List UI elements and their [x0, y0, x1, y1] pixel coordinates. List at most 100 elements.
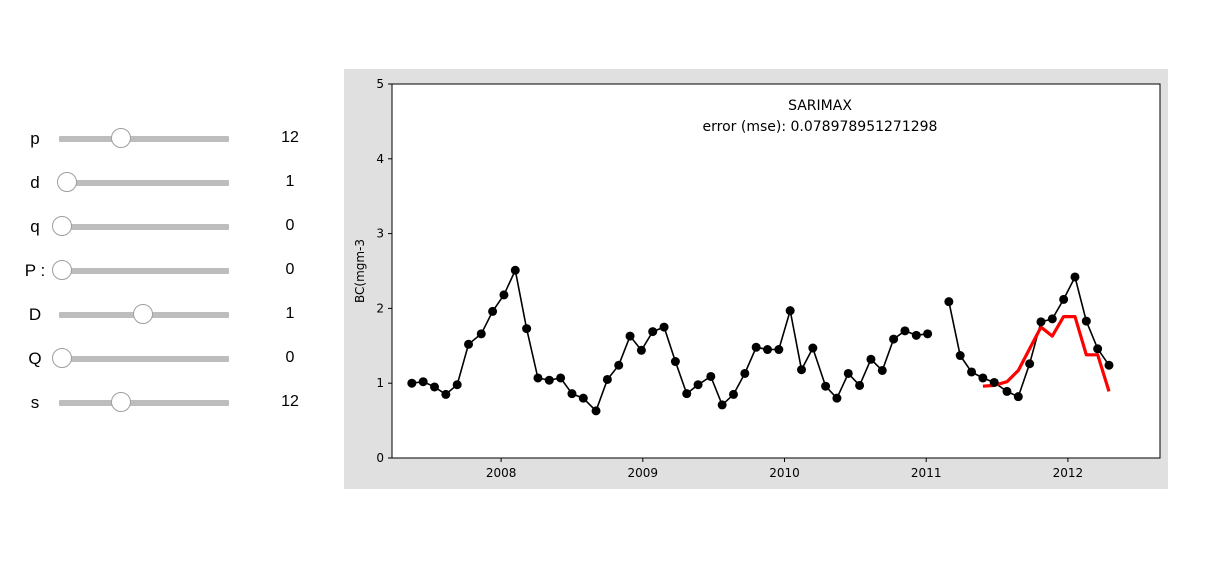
- observed-point: [464, 339, 474, 349]
- slider-label: D: [28, 305, 42, 324]
- slider-row-3: P : 0: [0, 256, 330, 286]
- slider-track[interactable]: [59, 268, 229, 274]
- observed-point: [832, 393, 842, 403]
- slider-track[interactable]: [59, 224, 229, 230]
- x-tick-label: 2008: [486, 466, 517, 480]
- y-tick-label: 0: [376, 451, 384, 465]
- observed-point: [578, 393, 588, 403]
- chart-title: SARIMAX: [788, 98, 852, 114]
- observed-point: [889, 334, 899, 344]
- observed-point: [659, 322, 669, 332]
- chart-canvas: 0 1 2 3 4 5 2008 2009 2010 2011 2012 BC(mgm-3 SARIMA…: [353, 77, 1161, 480]
- observed-point: [706, 371, 716, 381]
- slider-label: s: [30, 393, 40, 412]
- observed-point: [407, 378, 417, 388]
- observed-point: [602, 374, 612, 384]
- observed-series-line: [411, 267, 928, 413]
- slider-handle[interactable]: [52, 260, 72, 280]
- observed-point: [967, 367, 977, 377]
- observed-point: [418, 377, 428, 387]
- observed-point: [1059, 294, 1069, 304]
- y-tick-label: 1: [376, 376, 384, 390]
- slider-label: d: [30, 173, 40, 192]
- slider-handle[interactable]: [56, 172, 77, 192]
- observed-point: [625, 331, 635, 341]
- observed-point: [693, 380, 703, 390]
- chart-panel: 0 1 2 3 4 5 2008 2009 2010 2011 2012 BC(mgm-3 SARIMA…: [344, 69, 1168, 489]
- observed-point: [1002, 386, 1012, 396]
- slider-handle[interactable]: [110, 128, 131, 148]
- y-axis-label: BC(mgm-3: [353, 239, 367, 303]
- observed-point: [430, 382, 440, 392]
- observed-point: [821, 381, 831, 391]
- observed-point: [774, 345, 784, 355]
- observed-point: [499, 290, 509, 300]
- observed-point: [670, 357, 680, 367]
- observed-point: [866, 354, 876, 364]
- observed-point: [808, 343, 818, 353]
- slider-value: 12: [281, 393, 299, 410]
- y-tick-label: 2: [376, 301, 384, 315]
- observed-point: [614, 360, 624, 370]
- observed-point: [591, 406, 601, 416]
- observed-point: [1025, 359, 1035, 369]
- slider-handle[interactable]: [133, 304, 153, 324]
- slider-label: p: [30, 129, 40, 148]
- observed-point: [1036, 317, 1046, 327]
- observed-point: [510, 265, 520, 275]
- observed-point: [441, 389, 451, 399]
- observed-point: [955, 351, 965, 361]
- observed-point: [556, 373, 566, 383]
- slider-track[interactable]: [59, 136, 229, 142]
- observed-point: [636, 345, 646, 355]
- x-tick-label: 2010: [769, 466, 800, 480]
- x-tick-label: 2011: [911, 466, 942, 480]
- y-tick-label: 5: [376, 77, 384, 91]
- observed-point: [533, 373, 543, 383]
- x-tick-label: 2012: [1053, 466, 1084, 480]
- slider-handle[interactable]: [52, 348, 72, 368]
- observed-point: [476, 329, 486, 339]
- observed-point: [877, 365, 887, 375]
- observed-point: [843, 368, 853, 378]
- observed-point: [648, 327, 658, 337]
- slider-handle[interactable]: [52, 216, 72, 236]
- axes-frame: [391, 83, 1161, 459]
- observed-point: [740, 368, 750, 378]
- observed-point: [717, 400, 727, 410]
- observed-point: [728, 389, 738, 399]
- observed-point: [944, 297, 954, 307]
- observed-point: [1104, 360, 1114, 370]
- slider-label: q: [30, 217, 40, 236]
- observed-point: [923, 329, 933, 339]
- observed-point: [1081, 316, 1091, 326]
- observed-point: [567, 389, 577, 399]
- slider-row-6: s 12: [0, 388, 330, 418]
- slider-track[interactable]: [59, 356, 229, 362]
- y-tick-label: 4: [376, 152, 384, 166]
- observed-point: [989, 377, 999, 387]
- observed-point: [797, 365, 807, 375]
- slider-handle[interactable]: [110, 392, 131, 412]
- observed-point: [1070, 272, 1080, 282]
- plot-area: [392, 84, 1160, 458]
- observed-point: [1093, 344, 1103, 354]
- observed-point: [855, 380, 865, 390]
- forecast-series-line: [982, 315, 1111, 392]
- observed-point: [911, 330, 921, 340]
- slider-value: 0: [285, 217, 295, 234]
- slider-value: 1: [285, 173, 295, 190]
- chart-subtitle: error (mse): 0.078978951271298: [703, 119, 938, 135]
- observed-point: [452, 380, 462, 390]
- observed-point: [978, 373, 988, 383]
- slider-track[interactable]: [59, 180, 229, 186]
- slider-value: 1: [285, 305, 295, 322]
- observed-point: [785, 306, 795, 316]
- slider-row-0: p 12: [0, 124, 330, 154]
- slider-value: 12: [281, 129, 299, 146]
- slider-track[interactable]: [59, 400, 229, 406]
- slider-value: 0: [285, 349, 295, 366]
